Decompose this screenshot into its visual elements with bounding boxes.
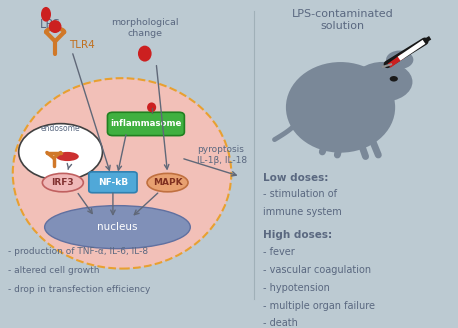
Text: - vascular coagulation: - vascular coagulation bbox=[263, 265, 371, 275]
Ellipse shape bbox=[353, 62, 413, 102]
Ellipse shape bbox=[42, 174, 83, 192]
Text: TLR4: TLR4 bbox=[69, 40, 94, 50]
Circle shape bbox=[390, 76, 398, 82]
Ellipse shape bbox=[41, 7, 51, 22]
Text: High doses:: High doses: bbox=[263, 230, 332, 240]
Text: - fever: - fever bbox=[263, 247, 295, 257]
Text: immune system: immune system bbox=[263, 207, 342, 216]
Text: IRF3: IRF3 bbox=[52, 178, 74, 187]
Text: - altered cell growth: - altered cell growth bbox=[8, 266, 100, 275]
Ellipse shape bbox=[56, 152, 79, 161]
Text: - stimulation of: - stimulation of bbox=[263, 189, 337, 199]
Ellipse shape bbox=[138, 46, 152, 62]
Ellipse shape bbox=[286, 62, 395, 153]
Ellipse shape bbox=[398, 82, 411, 89]
Ellipse shape bbox=[44, 206, 191, 249]
Circle shape bbox=[19, 124, 103, 180]
Text: morphological
change: morphological change bbox=[111, 18, 179, 38]
Text: MAPK: MAPK bbox=[153, 178, 182, 187]
FancyBboxPatch shape bbox=[89, 172, 137, 193]
Text: - multiple organ failure: - multiple organ failure bbox=[263, 300, 375, 311]
FancyBboxPatch shape bbox=[108, 112, 185, 135]
Text: inflammasome: inflammasome bbox=[110, 119, 182, 129]
Text: - drop in transfection efficiency: - drop in transfection efficiency bbox=[8, 285, 151, 294]
Text: - death: - death bbox=[263, 318, 298, 328]
Text: NF-kB: NF-kB bbox=[98, 178, 128, 187]
Text: - production of TNF-α, IL-6, IL-8: - production of TNF-α, IL-6, IL-8 bbox=[8, 247, 148, 256]
Text: LPS-contaminated
solution: LPS-contaminated solution bbox=[292, 9, 394, 31]
Text: LPS: LPS bbox=[40, 18, 61, 31]
Ellipse shape bbox=[147, 174, 188, 192]
Ellipse shape bbox=[147, 102, 156, 112]
Text: Low doses:: Low doses: bbox=[263, 174, 328, 183]
Ellipse shape bbox=[386, 51, 414, 69]
Text: pyroptosis
IL-1β, IL-18: pyroptosis IL-1β, IL-18 bbox=[197, 145, 247, 165]
Ellipse shape bbox=[13, 78, 231, 269]
Text: - hypotension: - hypotension bbox=[263, 283, 330, 293]
Text: endosome: endosome bbox=[41, 124, 81, 133]
Text: nucleus: nucleus bbox=[97, 222, 138, 232]
Ellipse shape bbox=[49, 20, 61, 33]
